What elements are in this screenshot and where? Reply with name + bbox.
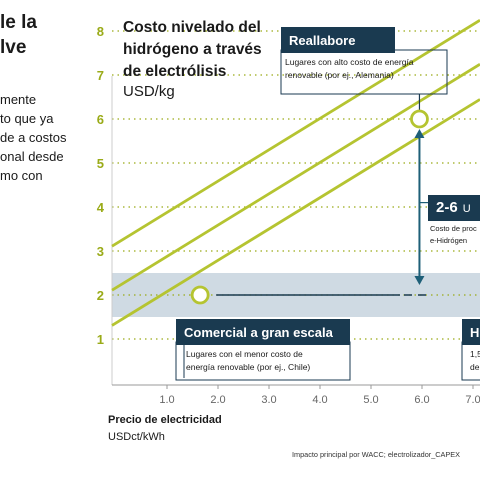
data-marker [410,109,429,129]
range-desc-line: Costo de proc [430,224,477,233]
comercial-box-outline [175,341,351,381]
y-tick-label: 7 [97,68,104,83]
right-box-desc-line: 1,5 [470,349,480,359]
right-box-outline [461,341,480,381]
left-body-line: to que ya [0,111,54,126]
x-tick-label: 7.0 [465,394,480,406]
right-box-desc: 1,5 de [470,348,480,374]
reallabore-desc: Lugares con alto costo de energía renova… [285,56,414,82]
range-unit: U [462,203,471,215]
range-value: 2-6 [436,199,458,216]
right-box-desc-line: de [470,362,480,372]
left-body-line: mo con [0,168,43,183]
reallabore-desc-line: Lugares con alto costo de energía [285,57,414,67]
y-tick-label: 6 [97,112,104,127]
x-axis-unit: USDct/kWh [108,431,165,443]
comercial-desc-line: Lugares con el menor costo de [186,349,303,359]
y-tick-label: 4 [97,200,105,215]
x-tick-label: 2.0 [210,394,225,406]
range-desc-line: e-Hidrógen [430,236,468,245]
left-text-panel: le la lve mente to que ya de a costos on… [0,10,100,185]
left-body-line: mente [0,92,37,107]
range-badge: 2-6 U [428,195,480,221]
cost-line [111,18,480,248]
y-tick-label: 8 [97,24,104,39]
y-tick-label: 3 [97,244,104,259]
x-tick-label: 3.0 [261,394,276,406]
chart-title-line: hidrógeno a través [123,41,262,58]
chart-title-line: Costo nivelado del [123,19,261,36]
left-heading: le la lve [0,10,100,60]
comercial-desc: Lugares con el menor costo de energía re… [186,348,310,374]
comercial-desc-line: energía renovable (por ej., Chile) [186,362,311,372]
range-arrow-head-down [414,276,425,285]
right-box-label: H [462,319,480,345]
left-body-line: de a costos [0,130,67,145]
range-arrow-head-up [414,129,425,138]
y-tick-label: 2 [97,288,104,303]
x-tick-label: 4.0 [312,394,327,406]
x-axis-title: Precio de electricidad [108,414,222,426]
left-body-line: onal desde [0,149,64,164]
x-tick-label: 1.0 [159,394,174,406]
comercial-label: Comercial a gran escala [176,319,350,345]
x-tick-label: 5.0 [363,394,378,406]
cost-line [111,62,480,292]
chart-title: Costo nivelado del hidrógeno a través de… [123,17,262,83]
reallabore-desc-line: renovable (por ej., Alemania) [285,70,394,80]
left-heading-line: le la [0,12,37,33]
y-tick-label: 1 [97,332,104,347]
data-marker [190,285,210,305]
y-tick-label: 5 [97,156,104,171]
chart-title-line: de electrólisis [123,63,227,80]
footnote: Impacto principal por WACC; electrolizad… [292,450,461,459]
x-tick-label: 6.0 [414,394,429,406]
left-body-text: mente to que ya de a costos onal desde m… [0,90,100,185]
range-desc: Costo de proc e-Hidrógen [430,223,477,247]
chart-unit: USD/kg [123,83,175,100]
left-heading-line: lve [0,37,27,58]
reallabore-label: Reallabore [281,27,395,53]
